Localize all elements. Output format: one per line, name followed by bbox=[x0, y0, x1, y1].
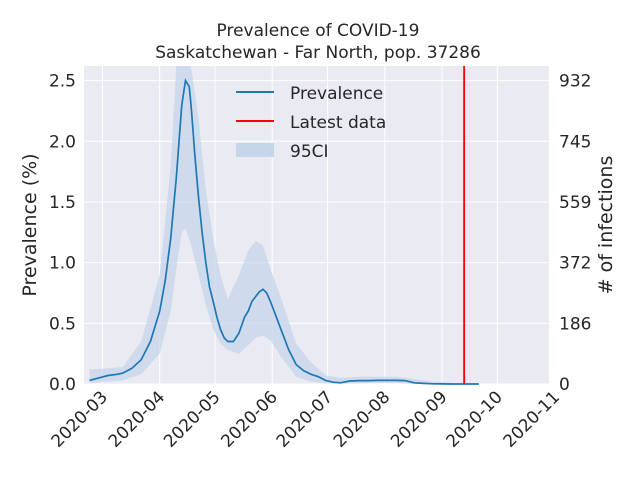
y-tick-label: 2.0 bbox=[49, 132, 76, 152]
y2-tick-label: 372 bbox=[559, 254, 591, 274]
y2-tick-label: 745 bbox=[559, 132, 591, 152]
x-tick-label: 2020-06 bbox=[217, 387, 281, 451]
y2-tick-label: 932 bbox=[559, 72, 591, 92]
ci-band bbox=[89, 66, 452, 384]
x-tick-label: 2020-07 bbox=[273, 387, 337, 451]
legend-label-latest: Latest data bbox=[290, 113, 386, 133]
legend: Prevalence Latest data 95CI bbox=[236, 84, 386, 162]
y2-axis-label: # of infections bbox=[595, 156, 617, 295]
y-tick-label: 1.5 bbox=[49, 193, 76, 213]
x-tick-labels: 2020-032020-042020-052020-062020-072020-… bbox=[48, 387, 564, 451]
y2-tick-label: 0 bbox=[559, 375, 570, 395]
y2-tick-labels: 0 186 372 559 745 932 bbox=[559, 72, 591, 395]
y-tick-label: 1.0 bbox=[49, 254, 76, 274]
y2-tick-label: 559 bbox=[559, 193, 591, 213]
y-tick-labels: 0.0 0.5 1.0 1.5 2.0 2.5 bbox=[49, 72, 76, 395]
y2-tick-label: 186 bbox=[559, 314, 591, 334]
y-tick-label: 2.5 bbox=[49, 72, 76, 92]
y-axis-label: Prevalence (%) bbox=[19, 153, 41, 296]
chart-subtitle: Saskatchewan - Far North, pop. 37286 bbox=[155, 43, 481, 63]
legend-label-prevalence: Prevalence bbox=[290, 84, 383, 104]
x-tick-label: 2020-03 bbox=[48, 387, 112, 451]
chart-title: Prevalence of COVID-19 bbox=[217, 21, 420, 41]
x-tick-label: 2020-04 bbox=[105, 387, 169, 451]
x-tick-label: 2020-11 bbox=[500, 387, 564, 451]
x-tick-label: 2020-10 bbox=[443, 387, 507, 451]
prevalence-line bbox=[89, 78, 479, 385]
legend-swatch-95ci bbox=[236, 143, 274, 157]
legend-label-95ci: 95CI bbox=[290, 142, 329, 162]
y-tick-label: 0.5 bbox=[49, 314, 76, 334]
x-tick-label: 2020-05 bbox=[160, 387, 224, 451]
x-tick-label: 2020-09 bbox=[387, 387, 451, 451]
y-tick-label: 0.0 bbox=[49, 375, 76, 395]
x-tick-label: 2020-08 bbox=[330, 387, 394, 451]
